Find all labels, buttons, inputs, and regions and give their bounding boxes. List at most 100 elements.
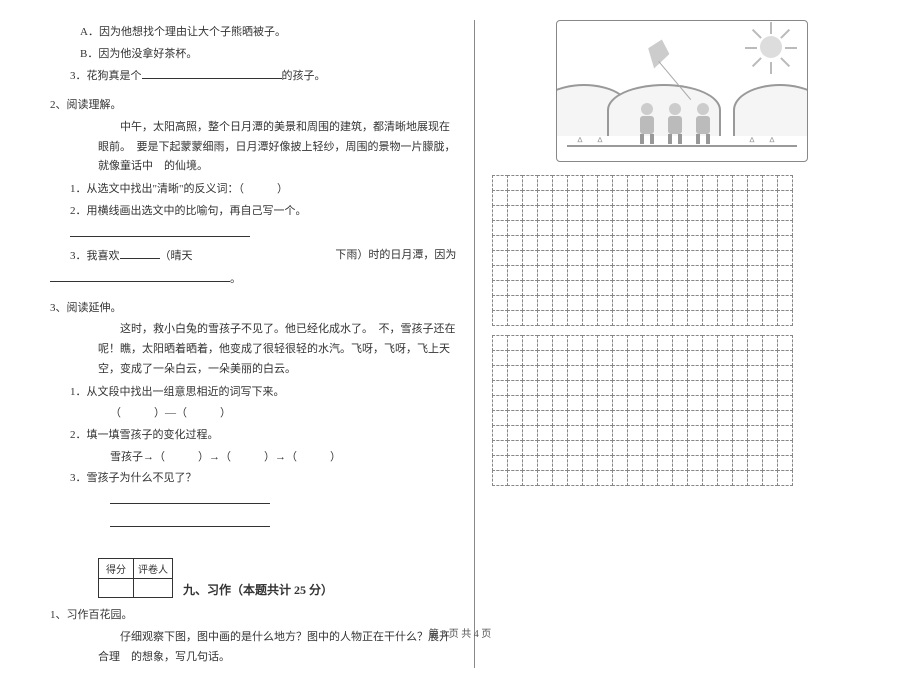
grid-cell[interactable] xyxy=(747,310,763,326)
write-line[interactable]: 。 xyxy=(50,269,456,289)
grid-cell[interactable] xyxy=(642,410,658,426)
grid-cell[interactable] xyxy=(702,220,718,236)
grid-cell[interactable] xyxy=(597,350,613,366)
grid-cell[interactable] xyxy=(567,310,583,326)
grid-cell[interactable] xyxy=(582,310,598,326)
grid-cell[interactable] xyxy=(567,395,583,411)
grid-cell[interactable] xyxy=(522,265,538,281)
grid-cell[interactable] xyxy=(582,395,598,411)
grid-cell[interactable] xyxy=(777,380,793,396)
grid-cell[interactable] xyxy=(672,425,688,441)
grid-cell[interactable] xyxy=(687,410,703,426)
grid-cell[interactable] xyxy=(582,380,598,396)
grid-cell[interactable] xyxy=(492,265,508,281)
grid-cell[interactable] xyxy=(687,265,703,281)
grid-cell[interactable] xyxy=(537,235,553,251)
grid-cell[interactable] xyxy=(702,380,718,396)
grid-cell[interactable] xyxy=(627,295,643,311)
grid-cell[interactable] xyxy=(507,265,523,281)
grid-cell[interactable] xyxy=(717,280,733,296)
grid-cell[interactable] xyxy=(582,175,598,191)
grid-cell[interactable] xyxy=(642,440,658,456)
grid-cell[interactable] xyxy=(717,380,733,396)
grid-cell[interactable] xyxy=(657,350,673,366)
grid-cell[interactable] xyxy=(702,455,718,471)
grid-cell[interactable] xyxy=(672,410,688,426)
grid-cell[interactable] xyxy=(507,455,523,471)
grid-cell[interactable] xyxy=(537,410,553,426)
grid-cell[interactable] xyxy=(672,205,688,221)
grid-cell[interactable] xyxy=(642,365,658,381)
grid-cell[interactable] xyxy=(717,470,733,486)
grid-cell[interactable] xyxy=(717,365,733,381)
grid-cell[interactable] xyxy=(567,365,583,381)
grid-cell[interactable] xyxy=(762,410,778,426)
grid-cell[interactable] xyxy=(732,335,748,351)
grid-cell[interactable] xyxy=(507,380,523,396)
grid-cell[interactable] xyxy=(777,455,793,471)
grid-cell[interactable] xyxy=(762,295,778,311)
grid-cell[interactable] xyxy=(672,295,688,311)
grid-cell[interactable] xyxy=(747,410,763,426)
grid-cell[interactable] xyxy=(762,380,778,396)
grid-cell[interactable] xyxy=(612,190,628,206)
grid-cell[interactable] xyxy=(687,280,703,296)
grid-cell[interactable] xyxy=(492,335,508,351)
grid-cell[interactable] xyxy=(672,310,688,326)
grid-cell[interactable] xyxy=(492,190,508,206)
grid-cell[interactable] xyxy=(597,175,613,191)
grid-cell[interactable] xyxy=(732,410,748,426)
grid-cell[interactable] xyxy=(597,425,613,441)
grid-cell[interactable] xyxy=(687,220,703,236)
grid-cell[interactable] xyxy=(702,310,718,326)
grid-cell[interactable] xyxy=(642,280,658,296)
grid-cell[interactable] xyxy=(492,175,508,191)
grid-cell[interactable] xyxy=(642,425,658,441)
grid-cell[interactable] xyxy=(717,265,733,281)
grid-cell[interactable] xyxy=(762,365,778,381)
grid-cell[interactable] xyxy=(657,205,673,221)
grid-cell[interactable] xyxy=(747,335,763,351)
grid-cell[interactable] xyxy=(657,425,673,441)
grid-cell[interactable] xyxy=(597,365,613,381)
grid-cell[interactable] xyxy=(747,440,763,456)
write-line[interactable] xyxy=(50,491,456,511)
grid-cell[interactable] xyxy=(642,265,658,281)
grid-cell[interactable] xyxy=(687,395,703,411)
grid-cell[interactable] xyxy=(717,220,733,236)
grid-cell[interactable] xyxy=(732,470,748,486)
grid-cell[interactable] xyxy=(597,235,613,251)
grid-cell[interactable] xyxy=(687,335,703,351)
grid-cell[interactable] xyxy=(642,295,658,311)
grid-cell[interactable] xyxy=(537,395,553,411)
grid-cell[interactable] xyxy=(747,295,763,311)
grid-cell[interactable] xyxy=(537,265,553,281)
grid-cell[interactable] xyxy=(747,250,763,266)
grid-cell[interactable] xyxy=(522,395,538,411)
grid-cell[interactable] xyxy=(642,380,658,396)
grid-cell[interactable] xyxy=(747,455,763,471)
grid-cell[interactable] xyxy=(762,455,778,471)
writing-grid-2[interactable] xyxy=(493,336,870,486)
grid-cell[interactable] xyxy=(567,425,583,441)
grid-cell[interactable] xyxy=(597,280,613,296)
grid-cell[interactable] xyxy=(762,335,778,351)
grid-cell[interactable] xyxy=(597,470,613,486)
grid-cell[interactable] xyxy=(567,175,583,191)
grid-cell[interactable] xyxy=(552,425,568,441)
grid-cell[interactable] xyxy=(597,455,613,471)
grid-cell[interactable] xyxy=(627,310,643,326)
grid-cell[interactable] xyxy=(612,250,628,266)
grid-cell[interactable] xyxy=(762,220,778,236)
grid-cell[interactable] xyxy=(567,220,583,236)
grid-cell[interactable] xyxy=(627,265,643,281)
grid-cell[interactable] xyxy=(507,235,523,251)
grid-cell[interactable] xyxy=(672,235,688,251)
grid-cell[interactable] xyxy=(507,250,523,266)
grid-cell[interactable] xyxy=(642,235,658,251)
grid-cell[interactable] xyxy=(612,395,628,411)
grid-cell[interactable] xyxy=(522,205,538,221)
grid-cell[interactable] xyxy=(762,250,778,266)
grid-cell[interactable] xyxy=(567,410,583,426)
grid-cell[interactable] xyxy=(777,220,793,236)
